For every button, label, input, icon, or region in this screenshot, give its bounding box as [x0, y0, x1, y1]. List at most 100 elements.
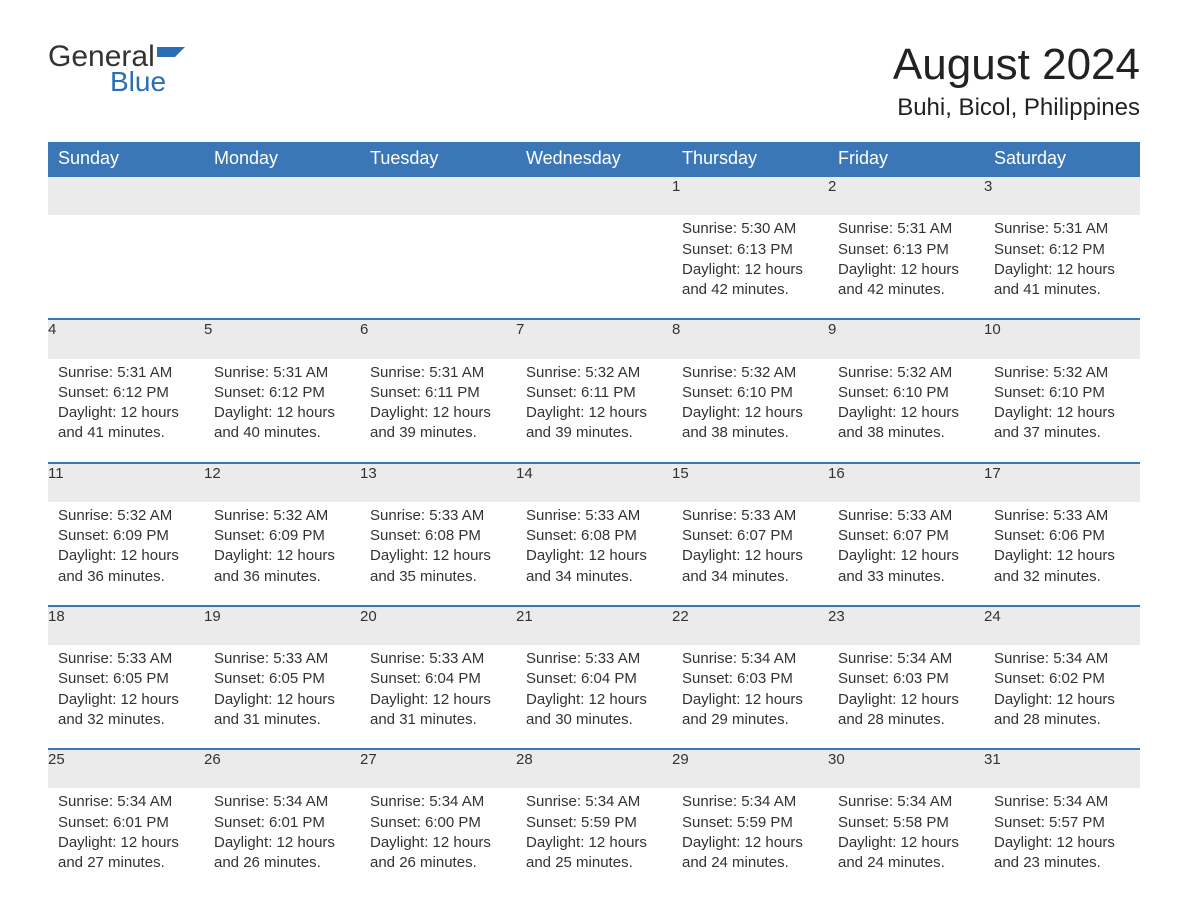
day-number: 16: [828, 463, 984, 502]
header: General Blue August 2024 Buhi, Bicol, Ph…: [48, 40, 1140, 122]
day-cell: Sunrise: 5:34 AMSunset: 6:03 PMDaylight:…: [672, 645, 828, 749]
sunset-line: Sunset: 6:10 PM: [838, 383, 974, 403]
sunrise-line: Sunrise: 5:34 AM: [214, 792, 350, 812]
sunset-line: Sunset: 5:58 PM: [838, 813, 974, 833]
day-cell: Sunrise: 5:32 AMSunset: 6:10 PMDaylight:…: [984, 359, 1140, 463]
day-number: 29: [672, 749, 828, 788]
day-cell: Sunrise: 5:33 AMSunset: 6:08 PMDaylight:…: [516, 502, 672, 606]
sunrise-line: Sunrise: 5:30 AM: [682, 219, 818, 239]
sunset-line: Sunset: 6:03 PM: [838, 669, 974, 689]
empty-cell: [360, 215, 516, 319]
empty-cell: [48, 176, 204, 215]
day-cell: Sunrise: 5:34 AMSunset: 6:00 PMDaylight:…: [360, 788, 516, 891]
daylight-line: Daylight: 12 hours and 24 minutes.: [682, 833, 818, 874]
daylight-line: Daylight: 12 hours and 32 minutes.: [58, 690, 194, 731]
weekday-header: Monday: [204, 142, 360, 176]
daylight-line: Daylight: 12 hours and 42 minutes.: [682, 260, 818, 301]
sunrise-line: Sunrise: 5:31 AM: [58, 363, 194, 383]
sunset-line: Sunset: 6:08 PM: [526, 526, 662, 546]
day-cell: Sunrise: 5:33 AMSunset: 6:07 PMDaylight:…: [828, 502, 984, 606]
day-number: 24: [984, 606, 1140, 645]
sunrise-line: Sunrise: 5:32 AM: [994, 363, 1130, 383]
sunrise-line: Sunrise: 5:32 AM: [838, 363, 974, 383]
sunset-line: Sunset: 6:13 PM: [838, 240, 974, 260]
sunrise-line: Sunrise: 5:34 AM: [58, 792, 194, 812]
sunset-line: Sunset: 6:11 PM: [526, 383, 662, 403]
daylight-line: Daylight: 12 hours and 42 minutes.: [838, 260, 974, 301]
sunrise-line: Sunrise: 5:34 AM: [682, 792, 818, 812]
sunrise-line: Sunrise: 5:34 AM: [994, 792, 1130, 812]
day-cell: Sunrise: 5:34 AMSunset: 5:58 PMDaylight:…: [828, 788, 984, 891]
daylight-line: Daylight: 12 hours and 32 minutes.: [994, 546, 1130, 587]
sunset-line: Sunset: 6:10 PM: [994, 383, 1130, 403]
day-number: 12: [204, 463, 360, 502]
daylight-line: Daylight: 12 hours and 24 minutes.: [838, 833, 974, 874]
sunrise-line: Sunrise: 5:34 AM: [370, 792, 506, 812]
week-content-row: Sunrise: 5:32 AMSunset: 6:09 PMDaylight:…: [48, 502, 1140, 606]
sunset-line: Sunset: 6:09 PM: [214, 526, 350, 546]
day-cell: Sunrise: 5:31 AMSunset: 6:12 PMDaylight:…: [984, 215, 1140, 319]
week-daynum-row: 45678910: [48, 319, 1140, 358]
daylight-line: Daylight: 12 hours and 39 minutes.: [370, 403, 506, 444]
week-daynum-row: 123: [48, 176, 1140, 215]
day-cell: Sunrise: 5:33 AMSunset: 6:08 PMDaylight:…: [360, 502, 516, 606]
day-cell: Sunrise: 5:33 AMSunset: 6:04 PMDaylight:…: [516, 645, 672, 749]
day-number: 11: [48, 463, 204, 502]
empty-cell: [360, 176, 516, 215]
week-content-row: Sunrise: 5:30 AMSunset: 6:13 PMDaylight:…: [48, 215, 1140, 319]
day-cell: Sunrise: 5:34 AMSunset: 6:03 PMDaylight:…: [828, 645, 984, 749]
day-number: 3: [984, 176, 1140, 215]
sunset-line: Sunset: 6:05 PM: [214, 669, 350, 689]
weekday-header: Saturday: [984, 142, 1140, 176]
weekday-header: Thursday: [672, 142, 828, 176]
week-content-row: Sunrise: 5:34 AMSunset: 6:01 PMDaylight:…: [48, 788, 1140, 891]
day-number: 5: [204, 319, 360, 358]
day-number: 26: [204, 749, 360, 788]
daylight-line: Daylight: 12 hours and 28 minutes.: [994, 690, 1130, 731]
empty-cell: [204, 176, 360, 215]
daylight-line: Daylight: 12 hours and 28 minutes.: [838, 690, 974, 731]
day-number: 30: [828, 749, 984, 788]
day-cell: Sunrise: 5:31 AMSunset: 6:13 PMDaylight:…: [828, 215, 984, 319]
sunrise-line: Sunrise: 5:34 AM: [838, 792, 974, 812]
day-number: 10: [984, 319, 1140, 358]
daylight-line: Daylight: 12 hours and 36 minutes.: [214, 546, 350, 587]
sunset-line: Sunset: 6:11 PM: [370, 383, 506, 403]
daylight-line: Daylight: 12 hours and 34 minutes.: [526, 546, 662, 587]
weekday-header: Sunday: [48, 142, 204, 176]
sunset-line: Sunset: 6:03 PM: [682, 669, 818, 689]
day-cell: Sunrise: 5:33 AMSunset: 6:05 PMDaylight:…: [48, 645, 204, 749]
day-number: 18: [48, 606, 204, 645]
day-number: 17: [984, 463, 1140, 502]
sunrise-line: Sunrise: 5:32 AM: [682, 363, 818, 383]
day-cell: Sunrise: 5:34 AMSunset: 6:01 PMDaylight:…: [48, 788, 204, 891]
daylight-line: Daylight: 12 hours and 25 minutes.: [526, 833, 662, 874]
sunrise-line: Sunrise: 5:31 AM: [838, 219, 974, 239]
sunrise-line: Sunrise: 5:33 AM: [526, 649, 662, 669]
sunset-line: Sunset: 6:01 PM: [58, 813, 194, 833]
daylight-line: Daylight: 12 hours and 38 minutes.: [838, 403, 974, 444]
sunset-line: Sunset: 5:59 PM: [682, 813, 818, 833]
sunset-line: Sunset: 5:57 PM: [994, 813, 1130, 833]
day-number: 22: [672, 606, 828, 645]
daylight-line: Daylight: 12 hours and 34 minutes.: [682, 546, 818, 587]
sunrise-line: Sunrise: 5:31 AM: [214, 363, 350, 383]
daylight-line: Daylight: 12 hours and 39 minutes.: [526, 403, 662, 444]
daylight-line: Daylight: 12 hours and 31 minutes.: [370, 690, 506, 731]
day-number: 23: [828, 606, 984, 645]
empty-cell: [204, 215, 360, 319]
sunset-line: Sunset: 6:01 PM: [214, 813, 350, 833]
sunset-line: Sunset: 6:09 PM: [58, 526, 194, 546]
sunset-line: Sunset: 6:04 PM: [526, 669, 662, 689]
daylight-line: Daylight: 12 hours and 36 minutes.: [58, 546, 194, 587]
sunset-line: Sunset: 6:13 PM: [682, 240, 818, 260]
day-number: 19: [204, 606, 360, 645]
sunrise-line: Sunrise: 5:33 AM: [370, 649, 506, 669]
daylight-line: Daylight: 12 hours and 38 minutes.: [682, 403, 818, 444]
day-number: 27: [360, 749, 516, 788]
weekday-header: Friday: [828, 142, 984, 176]
day-cell: Sunrise: 5:30 AMSunset: 6:13 PMDaylight:…: [672, 215, 828, 319]
daylight-line: Daylight: 12 hours and 23 minutes.: [994, 833, 1130, 874]
day-cell: Sunrise: 5:33 AMSunset: 6:05 PMDaylight:…: [204, 645, 360, 749]
week-daynum-row: 11121314151617: [48, 463, 1140, 502]
